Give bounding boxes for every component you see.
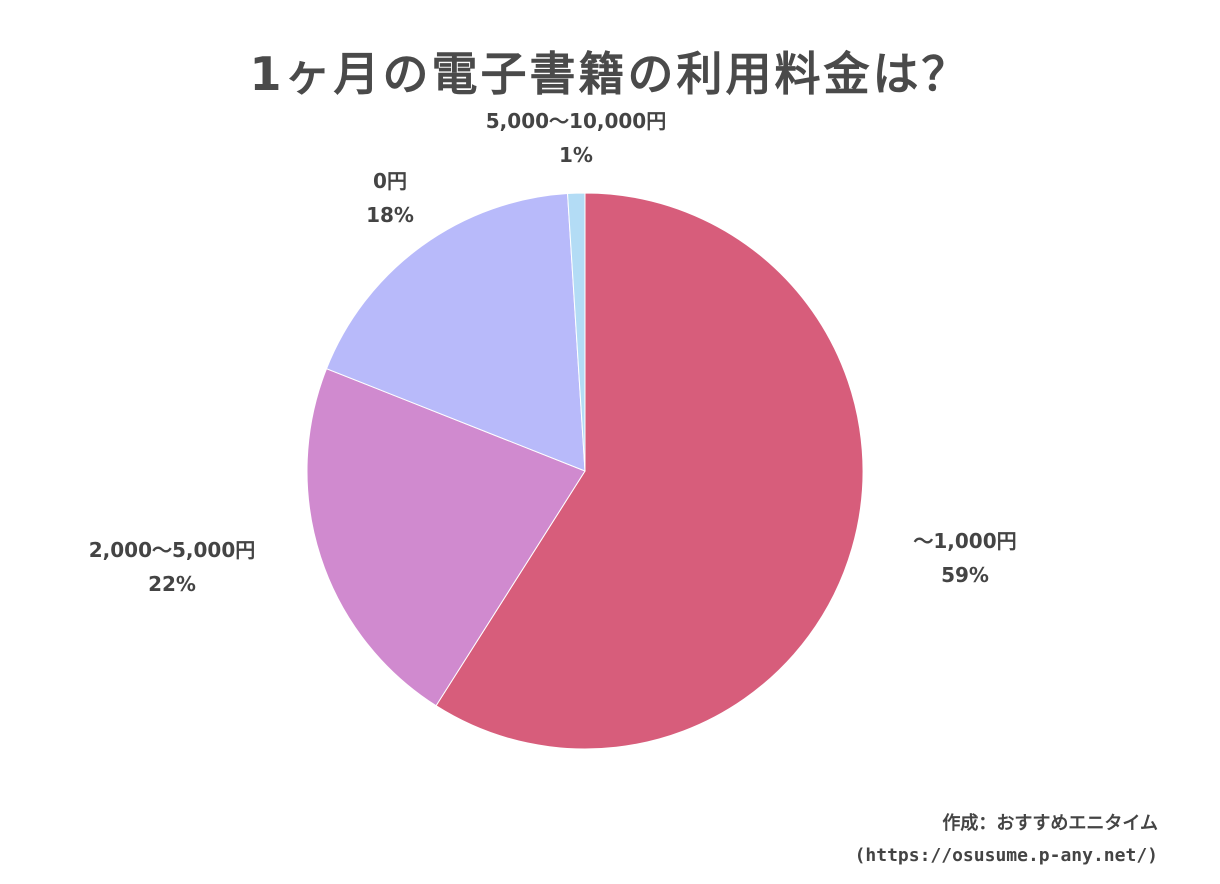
credit-url: (https://osusume.p-any.net/) (854, 845, 1158, 866)
chart-title: 1ヶ月の電子書籍の利用料金は？ (249, 47, 971, 101)
slice-label: 5,000〜10,000円 (486, 109, 666, 133)
slice-value-label: 22% (148, 572, 196, 596)
credit-author: 作成：おすすめエニタイム (942, 813, 1158, 834)
pie-slice (567, 192, 586, 472)
credit: 作成：おすすめエニタイム (https://osusume.p-any.net/… (855, 808, 1158, 872)
slice-value-label: 59% (941, 563, 989, 587)
pie-slice (435, 192, 864, 750)
pie-slice (325, 193, 586, 472)
slice-label: 0円 (373, 169, 407, 193)
slice-label: 〜1,000円 (913, 529, 1016, 553)
slice-value-label: 1% (559, 143, 593, 167)
slice-label: 2,000〜5,000円 (89, 538, 256, 562)
pie-slice (306, 368, 586, 707)
slice-value-label: 18% (366, 203, 414, 227)
